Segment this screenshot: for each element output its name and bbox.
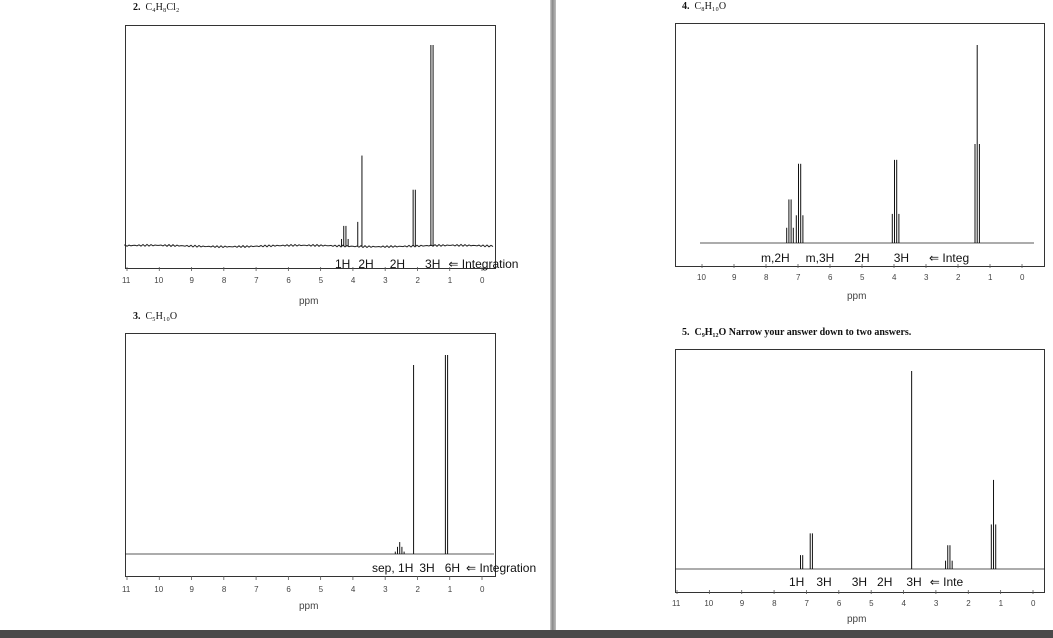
axis-tick-label: 3 [924,273,929,282]
axis-tick-label: 10 [704,599,714,608]
axis-tick-label: 7 [254,276,259,285]
spectrum-5 [675,371,1045,594]
integration-value: 2H [358,257,374,271]
integration-label: Inte [943,575,964,589]
axis-tick-label: 1 [447,276,453,285]
axis-tick-label: 2 [966,599,971,608]
integration-value: 3H [425,257,441,271]
integration-value: 2H [389,257,406,271]
axis-tick-label: 6 [836,599,842,608]
integration-label: Integration [461,257,519,271]
axis-tick-label: 11 [122,585,131,594]
axis-tick-label: 7 [804,599,809,608]
integration-arrow-icon: ⇐ [448,257,462,271]
axis-tick-label: 4 [350,276,356,285]
page-left: 2. C₄H₈Cl₂ 1H 2H 2H 3H ⇐ Integration 11 10 9 8 7… [0,0,550,630]
integration-value: m,2H [761,251,790,265]
axis-tick-label: 9 [189,585,194,594]
axis-tick-label: 2 [956,273,961,282]
bottom-edge [0,630,1053,638]
spectrum-5-frame [675,349,1045,593]
page-right: 4. C₈H₁₀O m,2H m,3H 2H 3H ⇐ Integ 10 9 8 7 6 5 4 3 2… [556,0,1053,630]
axis-tick-label: 4 [901,599,906,608]
axis-tick-label: 7 [254,585,259,594]
axis-tick-label: 7 [796,273,801,282]
spectrum-4 [700,45,1034,268]
axis-tick-label: 11 [122,276,131,285]
axis-tick-label: 6 [286,276,291,285]
integration-value: 3H [419,561,435,575]
problem-2-title: 2. C₄H₈Cl₂ [133,2,180,13]
axis-tick-label: 10 [697,273,706,282]
axis-tick-label: 2 [415,276,420,285]
integration-value: sep, 1H [372,561,414,575]
axis-tick-label: 2 [415,585,420,594]
integration-value: 3H [816,575,832,589]
spectrum-3-frame [125,333,496,577]
integration-arrow-icon: ⇐ [466,561,480,575]
integration-value: 1H [335,257,351,271]
axis-tick-label: 6 [286,585,291,594]
axis-tick-label: 8 [221,276,227,285]
spectrum-4-frame [675,23,1045,267]
axis-tick-label: 10 [154,585,164,594]
axis-tick-label: 6 [828,273,833,282]
axis-tick-label: 3 [383,276,388,285]
axis-tick-label: 5 [318,276,324,285]
axis-tick-label: 1 [998,599,1004,608]
integration-value: 2H [854,251,870,265]
axis-tick-label: 3 [383,585,388,594]
problem-3-title: 3. C₅H₁₀O [133,311,178,322]
integration-arrow-icon: ⇐ [929,251,943,265]
axis-tick-label: 0 [480,585,485,594]
integration-row-2: 1H 2H 2H 3H ⇐ Integration [335,257,518,271]
axis-tick-label: 8 [221,585,227,594]
axis-tick-label: 9 [189,276,194,285]
axis-label-5: ppm [847,614,867,625]
integration-value: 1H [789,575,805,589]
axis-tick-label: 10 [154,276,164,285]
axis-tick-label: 5 [860,273,865,282]
integration-value: 3H [893,251,910,265]
integration-value: 6H [444,561,461,575]
axis-tick-label: 11 [672,599,681,608]
axis-tick-label: 5 [318,585,324,594]
integration-row-4: m,2H m,3H 2H 3H ⇐ Integ [761,251,969,265]
integration-row-5: 1H 3H 3H 2H 3H ⇐ Inte [789,575,963,589]
axis-tick-label: 9 [739,599,745,608]
integration-value: 3H [906,575,922,589]
problem-5-title: 5. C₉H₁₂O Narrow your answer down to two… [682,327,912,338]
spectrum-2 [124,45,494,271]
integration-row-3: sep, 1H 3H 6H ⇐ Integration [372,561,536,575]
integration-label: Integ [942,251,970,265]
axis-tick-label: 1 [988,273,993,282]
axis-tick-label: 8 [764,273,769,282]
spectrum-3 [125,355,494,580]
axis-tick-label: 0 [480,276,485,285]
axis-tick-label: 0 [1020,273,1025,282]
axis-tick-label: 5 [869,599,874,608]
axis-tick-label: 4 [350,585,356,594]
axis-tick-label: 0 [1031,599,1036,608]
axis-tick-label: 4 [892,273,897,282]
axis-label-3: ppm [299,601,319,612]
integration-value: 3H [851,575,868,589]
integration-label: Integration [479,561,537,575]
integration-arrow-icon: ⇐ [929,575,944,589]
axis-label-2: ppm [299,296,319,307]
axis-tick-label: 1 [447,585,453,594]
integration-value: 2H [877,575,893,589]
axis-label-4: ppm [847,291,867,302]
axis-tick-label: 3 [933,599,939,608]
spectrum-2-frame [125,25,496,269]
axis-tick-label: 9 [732,273,737,282]
axis-tick-label: 8 [772,599,777,608]
page-gutter [550,0,556,638]
integration-value: m,3H [805,251,835,265]
problem-4-title: 4. C₈H₁₀O [682,1,727,12]
